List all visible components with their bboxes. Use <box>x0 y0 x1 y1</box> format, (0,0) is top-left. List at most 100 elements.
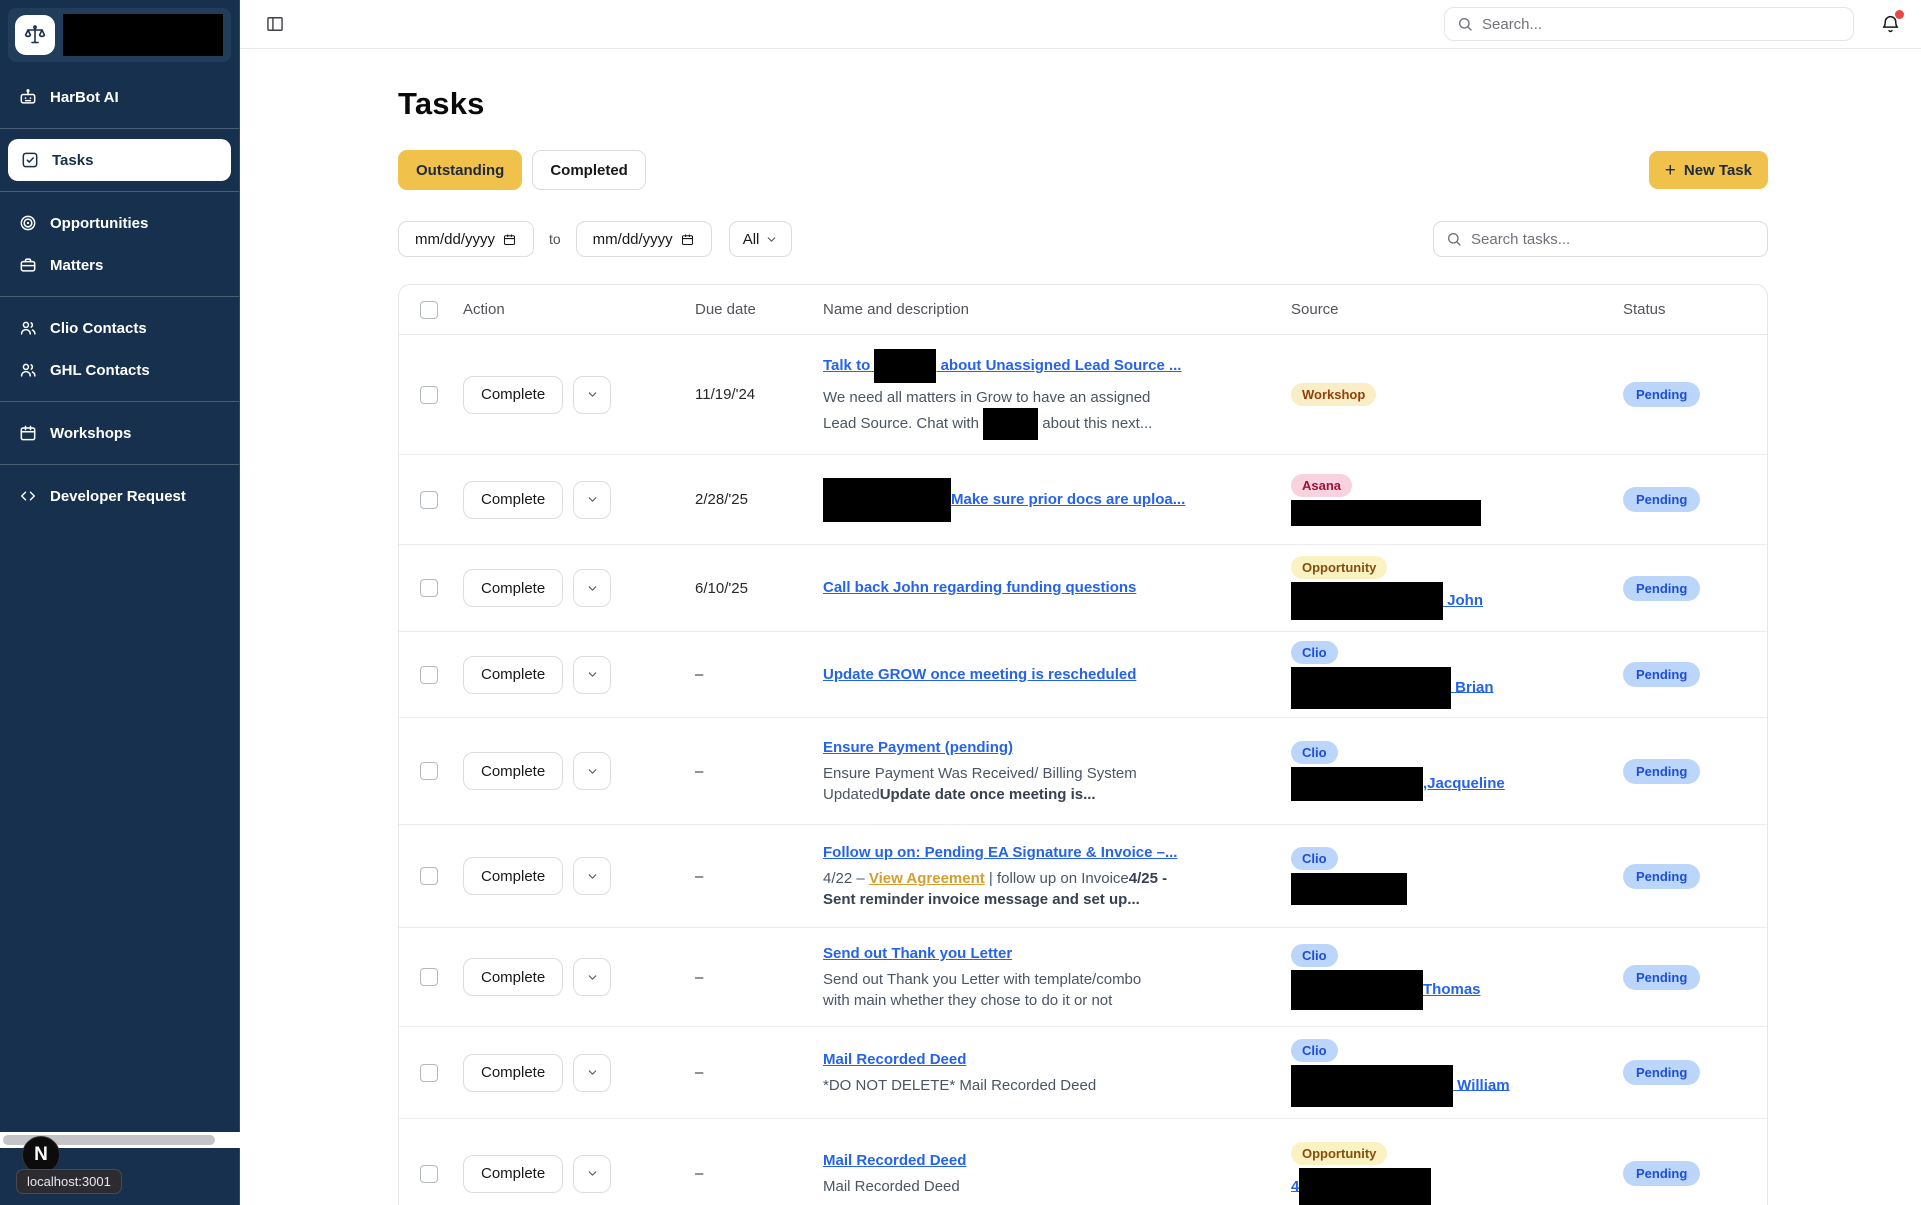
sidebar-item-harbot-ai[interactable]: HarBot AI <box>0 76 239 118</box>
task-name-link[interactable]: Make sure prior docs are uploa... <box>951 490 1186 508</box>
complete-button[interactable]: Complete <box>463 752 564 790</box>
due-date: 6/10/'25 <box>695 579 748 597</box>
task-name: Mail Recorded Deed <box>823 1049 1171 1071</box>
description-text-bold: 4/25 - Sent reminder invoice message and… <box>823 870 1168 908</box>
source-badge-clio: Clio <box>1291 640 1338 664</box>
task-name-link[interactable]: Update GROW once meeting is rescheduled <box>823 665 1137 683</box>
action-dropdown-button[interactable] <box>573 857 612 895</box>
sidebar-item-developer-request[interactable]: Developer Request <box>0 475 239 517</box>
redacted-text <box>874 349 937 383</box>
sidebar-item-workshops[interactable]: Workshops <box>0 412 239 454</box>
tab-outstanding[interactable]: Outstanding <box>398 150 523 190</box>
sidebar-item-opportunities[interactable]: Opportunities <box>0 202 239 244</box>
complete-button[interactable]: Complete <box>463 1154 564 1193</box>
table-header: Action Due date Name and description Source… <box>399 285 1767 335</box>
chevron-down-icon <box>586 493 599 506</box>
source-contact-link[interactable]: Thomas <box>1423 980 1481 998</box>
task-name-link[interactable]: Ensure Payment (pending) <box>823 739 1014 756</box>
task-name-link[interactable]: Mail Recorded Deed <box>823 1152 967 1169</box>
task-name-link[interactable]: Send out Thank you Letter <box>823 945 1013 962</box>
date-from-input[interactable]: mm/dd/yyyy <box>398 221 534 257</box>
row-checkbox[interactable] <box>420 1063 438 1082</box>
task-search-input[interactable]: Search tasks... <box>1433 221 1768 257</box>
source-detail: Brian <box>1291 666 1623 709</box>
date-from-placeholder: mm/dd/yyyy <box>414 230 495 248</box>
due-date: – <box>695 1165 704 1182</box>
action-dropdown-button[interactable] <box>573 655 612 694</box>
due-date: 2/28/'25 <box>695 491 748 508</box>
complete-button[interactable]: Complete <box>463 569 564 607</box>
action-dropdown-button[interactable] <box>573 958 612 996</box>
action-dropdown-button[interactable] <box>573 569 612 607</box>
complete-button[interactable]: Complete <box>463 857 564 895</box>
action-dropdown-button[interactable] <box>573 752 612 790</box>
source-contact-link[interactable]: 4 <box>1291 1177 1300 1195</box>
row-checkbox[interactable] <box>420 968 438 986</box>
task-name-link[interactable]: Call back John regarding funding questio… <box>823 579 1137 596</box>
task-name-link[interactable]: Follow up on: Pending EA Signature & Inv… <box>823 844 1178 861</box>
complete-button[interactable]: Complete <box>463 958 564 996</box>
workspace-logo-card[interactable] <box>8 8 231 62</box>
chevron-down-icon <box>765 233 778 246</box>
new-task-button[interactable]: + New Task <box>1648 151 1768 189</box>
row-checkbox[interactable] <box>420 579 438 597</box>
source-contact-link[interactable]: John <box>1443 591 1483 609</box>
complete-button[interactable]: Complete <box>463 375 564 414</box>
redacted-text <box>1291 873 1407 905</box>
source-contact-link[interactable]: ,Jacqueline <box>1423 774 1505 792</box>
complete-button[interactable]: Complete <box>463 480 564 519</box>
horizontal-scrollbar-track[interactable] <box>0 1132 240 1148</box>
action-dropdown-button[interactable] <box>573 1053 612 1092</box>
source-detail: 4 <box>1291 1167 1623 1205</box>
redacted-text <box>1291 767 1423 801</box>
tab-completed[interactable]: Completed <box>532 150 646 190</box>
calendar-icon <box>502 232 517 247</box>
sidebar-item-matters[interactable]: Matters <box>0 244 239 286</box>
sidebar-item-tasks[interactable]: Tasks <box>8 139 231 181</box>
due-date: – <box>695 867 704 885</box>
status-badge: Pending <box>1623 1161 1701 1186</box>
task-name: Mail Recorded Deed <box>823 1150 1171 1172</box>
row-checkbox[interactable] <box>420 1164 438 1183</box>
complete-button[interactable]: Complete <box>463 1053 564 1092</box>
redacted-text <box>1291 970 1423 1010</box>
select-all-checkbox[interactable] <box>420 300 438 319</box>
action-dropdown-button[interactable] <box>573 480 612 519</box>
row-checkbox[interactable] <box>420 867 438 885</box>
task-name-link[interactable]: Talk to <box>823 357 875 375</box>
date-to-placeholder: mm/dd/yyyy <box>592 230 673 248</box>
due-date: – <box>695 968 704 986</box>
status-badge: Pending <box>1623 863 1701 889</box>
source-contact-link[interactable]: William <box>1453 1076 1510 1094</box>
row-checkbox[interactable] <box>420 762 438 780</box>
sidebar-item-ghl-contacts[interactable]: GHL Contacts <box>0 349 239 391</box>
view-agreement-link[interactable]: View Agreement <box>868 870 985 887</box>
chevron-down-icon <box>586 971 599 984</box>
task-name-link[interactable]: about Unassigned Lead Source ... <box>936 357 1182 375</box>
row-checkbox[interactable] <box>420 665 438 684</box>
sidebar-item-clio-contacts[interactable]: Clio Contacts <box>0 307 239 349</box>
date-to-input[interactable]: mm/dd/yyyy <box>575 221 712 257</box>
complete-button[interactable]: Complete <box>463 655 564 694</box>
row-checkbox[interactable] <box>420 385 438 404</box>
source-badge-clio: Clio <box>1291 944 1338 967</box>
source-cell: Clio <box>1291 847 1623 905</box>
task-name-link[interactable]: Mail Recorded Deed <box>823 1051 967 1068</box>
table-row: Complete – Mail Recorded Deed Mail Recorded… <box>399 1119 1767 1205</box>
notifications-button[interactable] <box>1880 9 1904 35</box>
sidebar-divider <box>0 191 239 192</box>
source-contact-link[interactable]: Brian <box>1451 678 1494 696</box>
sidebar-toggle-button[interactable] <box>263 12 287 36</box>
chevron-down-icon <box>586 668 599 681</box>
source-cell: Clio ,Jacqueline <box>1291 741 1623 801</box>
chevron-down-icon <box>586 1066 599 1079</box>
description-text: *DO NOT DELETE* Mail Recorded Deed <box>823 1077 1097 1094</box>
row-checkbox[interactable] <box>420 490 438 509</box>
action-dropdown-button[interactable] <box>573 375 612 414</box>
action-dropdown-button[interactable] <box>573 1154 612 1193</box>
source-cell: Clio William <box>1291 1038 1623 1107</box>
horizontal-scrollbar-thumb[interactable] <box>3 1135 215 1145</box>
filter-type-dropdown[interactable]: All <box>728 221 793 257</box>
due-date: – <box>695 1064 704 1081</box>
global-search-input[interactable]: Search... <box>1444 7 1854 41</box>
